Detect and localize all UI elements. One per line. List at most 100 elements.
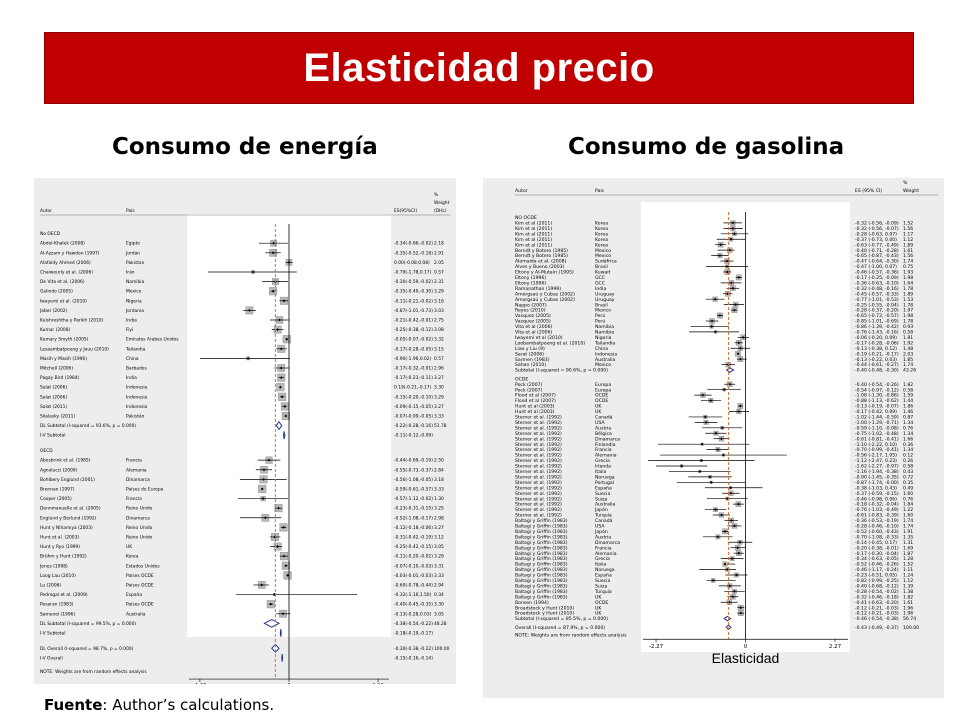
ci-label: -0.46 (-1.17, -0.24): [855, 567, 899, 573]
study-label: Cooper (2005): [40, 496, 72, 502]
country-label: Indonesia: [126, 385, 148, 391]
point-estimate: [729, 486, 732, 490]
weight-label: 1.56: [903, 226, 913, 232]
subtotal-ci: -0.46 (-0.54, -0.38): [855, 616, 899, 622]
point-estimate: [278, 385, 282, 389]
weight-label: 1.30: [434, 496, 444, 502]
point-estimate: [731, 286, 735, 290]
subtotal-weight: 51.78: [434, 423, 447, 429]
study-label: Baltagi y Griffin (1983): [515, 518, 568, 524]
point-estimate: [741, 335, 745, 339]
weight-label: 3.27: [434, 375, 444, 381]
study-label: Sterner et al. (1992): [515, 513, 562, 519]
country-label: Fiyi: [126, 327, 133, 333]
point-estimate: [729, 237, 733, 241]
weight-label: 0.57: [434, 270, 444, 276]
point-estimate: [260, 583, 264, 587]
country-label: Portugal: [595, 480, 614, 486]
study-label: Berndt y Botero (1985): [515, 248, 568, 254]
point-estimate: [735, 573, 738, 577]
country-label: UK: [126, 544, 132, 550]
point-estimate: [284, 414, 288, 418]
point-estimate: [728, 382, 732, 386]
weight-label: 1.89: [903, 291, 913, 297]
ci-label: -0.52 (-0.46, -0.26): [855, 562, 899, 568]
group-label: OECD: [40, 448, 53, 454]
study-label: Sterner et al. (1992): [515, 431, 562, 437]
point-estimate: [284, 564, 288, 568]
note-label: NOTE: Weights are from random effects an…: [515, 633, 627, 639]
country-label: USA: [595, 524, 605, 530]
country-label: Italia: [595, 562, 607, 568]
ci-label: -0.56(-1.08,-0.05): [394, 477, 433, 483]
point-estimate: [280, 395, 284, 399]
weight-label: 3.03: [434, 308, 444, 314]
ci-label: -0.32 (-0.46, -0.18): [855, 594, 899, 600]
header-es: ES (95% CI): [855, 188, 882, 194]
header-study: Autor: [515, 188, 528, 194]
country-label: USA: [595, 420, 605, 426]
group-label: NO OCDE: [515, 215, 537, 221]
weight-label: 1.52: [903, 562, 913, 568]
point-estimate: [714, 508, 717, 511]
country-label: UK: [595, 594, 602, 600]
point-estimate: [704, 420, 708, 424]
study-label: Vasquez (2005): [515, 313, 551, 319]
weight-label: 0.75: [903, 264, 913, 270]
ci-label: -0.13(-0.28,0.03): [394, 611, 432, 617]
country-label: Emiratos Arabes Unidos: [126, 337, 179, 343]
ci-label: -0.23(-0.31,-0.15): [394, 506, 433, 512]
country-label: Korea: [595, 226, 608, 232]
weight-label: 3.25: [434, 506, 444, 512]
study-label: Baltagi y Griffin (1983): [515, 556, 568, 562]
country-label: UK: [595, 605, 602, 611]
weight-label: 0.35: [903, 480, 913, 486]
study-label: Vita et al (2006): [515, 330, 553, 336]
country-label: Brasil: [595, 302, 608, 308]
ci-label: -0.06 (-0.20, 0.09): [855, 335, 897, 341]
country-label: Mexico: [595, 248, 611, 254]
ci-label: -0.25(-0.38,-0.12): [394, 327, 433, 333]
study-label: Baltagi y Griffin (1983): [515, 594, 568, 600]
weight-label: 0.34: [434, 592, 444, 598]
country-label: Canadá: [595, 414, 613, 421]
ci-label: -0.35(-0.40,-0.30): [394, 289, 433, 295]
country-label: India: [595, 286, 606, 292]
ci-label: -0.88 (-1.13, -0.62): [855, 398, 899, 404]
ci-label: -1.62 (-2.27, -0.97): [855, 464, 899, 470]
country-label: Europa: [595, 382, 611, 388]
point-estimate: [277, 506, 280, 510]
point-estimate: [262, 477, 265, 481]
overall-label: DL Overall (I-squared = 98.7%, p = 0.000…: [40, 646, 134, 652]
subtitle-gasoline: Consumo de gasolina: [568, 134, 845, 160]
country-label: GCC: [595, 280, 605, 286]
point-estimate: [725, 265, 729, 268]
weight-label: 1.53: [903, 297, 913, 303]
ci-label: -0.18 (-0.32, -0.04): [855, 502, 899, 508]
ci-label: -0.32 (-0.56, -0.07): [855, 226, 899, 232]
country-label: Dinamarca: [595, 540, 620, 546]
country-label: Turquía: [594, 588, 612, 595]
study-label: Mitchell (2006): [40, 366, 73, 372]
ci-label: -0.90(-1.96,0.02): [394, 356, 432, 362]
point-estimate: [729, 281, 733, 285]
weight-label: 1.59: [903, 393, 913, 399]
study-label: Sterner et al. (1992): [515, 485, 562, 491]
study-label: Salat (2006): [40, 394, 67, 400]
point-estimate: [279, 347, 283, 351]
country-label: Pakistan: [126, 260, 145, 266]
ci-label: -1.12 (-2.47, 0.23): [855, 458, 897, 464]
ci-label: -0.25 (-0.55, -0.04): [855, 302, 899, 308]
point-estimate: [729, 519, 733, 522]
country-label: Indonesia: [126, 394, 148, 400]
header-weight: Weight: [434, 200, 450, 206]
study-label: Jaber (2002): [39, 308, 68, 314]
point-estimate: [710, 319, 714, 323]
ci-label: -0.87(-1.01,-0.73): [394, 308, 433, 314]
weight-label: 0.36: [903, 442, 913, 448]
country-label: Perú: [595, 312, 605, 319]
header-weight-pct: %: [434, 192, 438, 198]
study-label: Hunt y Nihamiya (2003): [40, 525, 93, 531]
point-estimate: [248, 309, 251, 312]
weight-label: 1.61: [903, 248, 913, 254]
